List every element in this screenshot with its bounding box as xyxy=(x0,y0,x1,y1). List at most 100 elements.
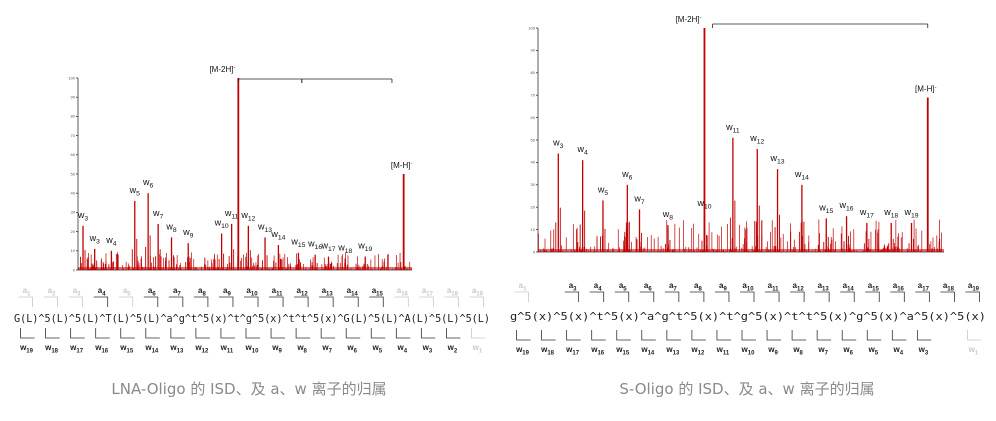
w-ion-cleavage xyxy=(320,328,336,339)
peak-label-w18: w18 xyxy=(883,207,898,220)
w-ion-w5: w5 xyxy=(867,345,878,357)
a-ion-cleavage xyxy=(294,296,309,307)
w-ion-cleavage xyxy=(120,328,135,339)
a-ion-label: a1 xyxy=(519,281,527,293)
a-ion-cleavage xyxy=(965,291,980,302)
oligo-sequence: g^5(x)^5(x)^t^5(x)^a^g^t^5(x)^t^g^5(x)^t… xyxy=(510,311,986,323)
w-ion-w15: w15 xyxy=(615,345,630,357)
peak-label-w6: w6 xyxy=(621,169,633,182)
a-ion-label: a8 xyxy=(198,286,206,298)
a-ion-label: a19 xyxy=(472,286,484,298)
w-ion-w3: w3 xyxy=(918,345,929,357)
axes: 0 10 20 30 40 50 60 70 80 90 100 xyxy=(528,25,944,254)
a-ion-cleavage xyxy=(469,296,484,307)
y-tick-label: 40 xyxy=(71,191,76,196)
a-ion-label: a16 xyxy=(397,286,409,298)
w-ion-w6: w6 xyxy=(842,345,853,357)
y-tick-label: 50 xyxy=(531,137,536,142)
a-ion-label: a14 xyxy=(347,286,359,298)
w-ion-cleavage xyxy=(816,330,832,341)
w-ion-cleavage xyxy=(741,330,756,341)
w-ion-cleavage xyxy=(145,328,160,339)
w-ion-cleavage xyxy=(295,328,311,339)
a-ion-cleavage xyxy=(269,296,284,307)
peak-label-w6: w6 xyxy=(142,177,154,190)
w-ion-w16: w16 xyxy=(590,345,605,357)
w-ion-w2: w2 xyxy=(447,343,458,355)
w-ion-w12: w12 xyxy=(194,343,209,355)
w-ion-cleavage xyxy=(716,330,731,341)
a-ion-cleavage xyxy=(639,291,655,302)
y-tick-label: 90 xyxy=(531,48,536,53)
peak-label-w5: w5 xyxy=(129,185,141,198)
y-tick-label: 10 xyxy=(531,227,536,232)
a-ion-label: a15 xyxy=(868,281,880,293)
w-ion-cleavage xyxy=(170,328,185,339)
label-m-2h: [M-2H]- xyxy=(209,65,235,74)
charge-brackets xyxy=(712,23,929,28)
w-ion-w19: w19 xyxy=(515,345,530,357)
panel-lna-oligo: 0 10 20 30 40 50 60 70 80 90 100 w3 w3 w4 w5 w6 w7 w8 w9 w1… xyxy=(14,65,490,398)
a-ion-label: a12 xyxy=(297,286,309,298)
peak-label-w4: w4 xyxy=(577,144,589,157)
figure-caption: LNA-Oligo 的 ISD、及 a、w 离子的归属 xyxy=(111,380,387,398)
w-ion-w3: w3 xyxy=(422,343,433,355)
a-ion-label: a16 xyxy=(893,281,905,293)
y-tick-label: 90 xyxy=(71,95,76,100)
a-ion-cleavage xyxy=(168,296,184,307)
a-ion-label: a7 xyxy=(173,286,181,298)
y-tick-label: 30 xyxy=(71,210,76,215)
a-ion-label: a18 xyxy=(447,286,459,298)
peak-label-w12: w12 xyxy=(749,133,764,146)
y-tick-label: 0 xyxy=(533,249,536,254)
a-ion-label: a17 xyxy=(918,281,930,293)
a-ion-label: a3 xyxy=(569,281,577,293)
a-ion-cleavage xyxy=(218,296,234,307)
peak-label-w15: w15 xyxy=(290,237,305,250)
w-ion-w18: w18 xyxy=(540,345,555,357)
a-ion-label: a10 xyxy=(742,281,754,293)
w-ion-cleavage xyxy=(641,330,656,341)
a-ion-cleavage xyxy=(940,291,955,302)
w-ion-cleavage xyxy=(666,330,681,341)
peak-label-w8: w8 xyxy=(165,221,177,234)
w-ion-cleavage xyxy=(516,330,531,341)
a-ion-label: a2 xyxy=(48,286,56,298)
peak-label-w16: w16 xyxy=(307,239,322,252)
w-ion-cleavage xyxy=(95,328,110,339)
a-ion-label: a11 xyxy=(272,286,283,298)
a-ion-label: a10 xyxy=(246,286,258,298)
w-ion-w10: w10 xyxy=(741,345,756,357)
y-tick-label: 80 xyxy=(531,70,536,75)
peak-label-w3: w3 xyxy=(552,137,564,150)
w-ion-w6: w6 xyxy=(346,343,357,355)
w-ion-cleavage xyxy=(446,328,461,339)
y-tick-label: 60 xyxy=(531,115,536,120)
a-ion-label: a13 xyxy=(322,286,334,298)
w-ion-cleavage xyxy=(270,328,286,339)
a-ion-cleavage xyxy=(394,296,409,307)
a-ion-cleavage xyxy=(514,291,529,302)
major-peaks: [M-2H]- [M-H]- xyxy=(209,65,412,270)
a-ion-label: a13 xyxy=(818,281,830,293)
a-ion-cleavage xyxy=(444,296,459,307)
a-ion-label: a1 xyxy=(23,286,31,298)
a-ion-cleavage xyxy=(815,291,830,302)
w-ion-w14: w14 xyxy=(144,343,159,355)
a-ion-label: a5 xyxy=(619,281,627,293)
y-tick-label: 40 xyxy=(531,160,536,165)
w-ion-w14: w14 xyxy=(640,345,655,357)
w-ion-cleavage xyxy=(195,328,210,339)
y-tick-label: 0 xyxy=(73,267,76,272)
w-ion-cleavage xyxy=(541,330,556,341)
w-ion-w7: w7 xyxy=(321,343,332,355)
a-ion-label: a4 xyxy=(98,286,106,298)
a-ion-label: a5 xyxy=(123,286,131,298)
a-ion-label: a7 xyxy=(669,281,677,293)
w-ion-w8: w8 xyxy=(792,345,803,357)
label-m-h: [M-H]- xyxy=(915,84,937,93)
peak-label-w18: w18 xyxy=(337,242,352,255)
w-ion-cleavage xyxy=(766,330,782,341)
a-ion-cleavage xyxy=(244,296,259,307)
